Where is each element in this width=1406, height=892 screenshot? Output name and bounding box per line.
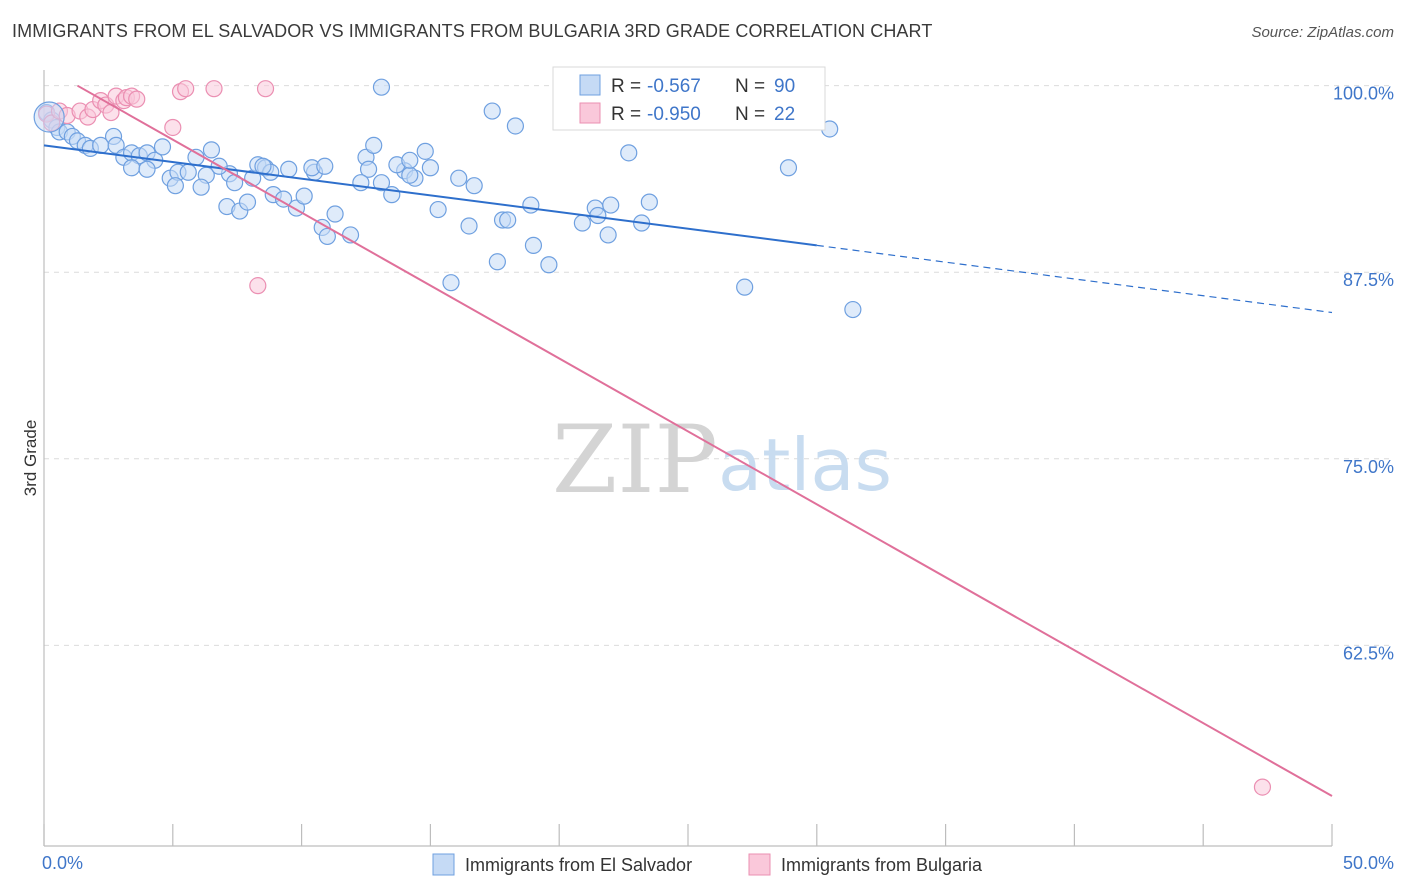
data-point-el-salvador	[238, 193, 257, 211]
stats-n-label-bulgaria: N =	[735, 104, 765, 125]
data-point-el-salvador	[844, 300, 862, 319]
data-point-el-salvador	[483, 102, 501, 120]
data-point-el-salvador	[540, 256, 558, 274]
data-point-el-salvador	[352, 174, 370, 192]
data-point-el-salvador	[602, 196, 620, 214]
trend-line-extension-el-salvador	[816, 244, 1333, 314]
data-point-el-salvador	[318, 227, 336, 246]
stats-r-label-bulgaria: R =	[611, 104, 641, 125]
data-point-el-salvador	[202, 141, 221, 159]
x-tick-label: 50.0%	[1343, 853, 1394, 873]
data-point-el-salvador	[499, 211, 517, 229]
legend-swatch-el-salvador	[432, 853, 455, 876]
data-point-el-salvador	[365, 136, 383, 154]
data-point-el-salvador	[416, 142, 434, 160]
data-point-el-salvador	[506, 117, 525, 135]
data-point-el-salvador	[522, 196, 540, 214]
data-point-el-salvador	[429, 200, 447, 219]
stats-swatch-bulgaria	[579, 102, 601, 124]
data-point-el-salvador	[421, 159, 439, 177]
stats-n-value-el-salvador: 90	[774, 76, 795, 97]
data-point-el-salvador	[179, 163, 197, 181]
data-point-bulgaria	[177, 80, 195, 98]
data-point-bulgaria	[205, 80, 223, 98]
x-tick-labels: 0.0% 50.0%	[42, 853, 1394, 873]
data-point-el-salvador	[254, 157, 272, 175]
data-point-el-salvador	[465, 177, 483, 195]
data-point-el-salvador	[372, 174, 391, 192]
data-point-el-salvador	[779, 159, 798, 177]
data-point-bulgaria	[128, 90, 146, 108]
data-point-el-salvador	[280, 160, 298, 178]
data-point-el-salvador	[488, 253, 506, 271]
stats-r-value-el-salvador: -0.567	[647, 76, 701, 97]
legend-label-bulgaria: Immigrants from Bulgaria	[781, 855, 983, 875]
data-point-el-salvador	[599, 226, 617, 244]
gridlines	[44, 85, 1394, 646]
data-point-el-salvador	[372, 78, 391, 96]
data-point-el-salvador	[442, 274, 460, 292]
data-point-el-salvador	[274, 190, 293, 208]
data-point-el-salvador	[166, 177, 184, 195]
legend-label-el-salvador: Immigrants from El Salvador	[465, 855, 692, 875]
legend: Immigrants from El Salvador Immigrants f…	[432, 853, 983, 876]
data-point-el-salvador	[153, 138, 172, 156]
data-point-el-salvador	[450, 169, 468, 187]
data-point-el-salvador	[192, 178, 210, 196]
stats-box: R = -0.567 N = 90 R = -0.950 N = 22	[552, 66, 826, 131]
x-tick-label: 0.0%	[42, 853, 83, 873]
data-point-cluster-el-salvador	[33, 101, 65, 133]
trend-line-el-salvador	[43, 144, 817, 247]
data-point-el-salvador	[359, 160, 378, 178]
y-tick-labels: 100.0% 87.5% 75.0% 62.5%	[1333, 84, 1394, 664]
series-1-points	[37, 80, 1272, 796]
stats-n-value-bulgaria: 22	[774, 104, 795, 125]
stats-r-label-el-salvador: R =	[611, 76, 641, 97]
data-point-bulgaria	[256, 80, 275, 98]
chart-title: IMMIGRANTS FROM EL SALVADOR VS IMMIGRANT…	[12, 21, 933, 41]
stats-swatch-el-salvador	[579, 74, 601, 96]
data-point-el-salvador	[620, 144, 638, 162]
watermark-zip: ZIP	[552, 406, 718, 515]
data-point-el-salvador	[316, 157, 334, 175]
data-point-el-salvador	[138, 160, 156, 178]
legend-swatch-bulgaria	[748, 853, 771, 876]
data-point-el-salvador	[295, 187, 313, 205]
data-point-el-salvador	[460, 217, 478, 235]
y-tick-label: 100.0%	[1333, 84, 1394, 104]
stats-n-label-el-salvador: N =	[735, 76, 765, 97]
trend-line-bulgaria	[76, 84, 1333, 797]
trend-layer	[43, 84, 1333, 797]
y-tick-label: 75.0%	[1343, 457, 1394, 477]
y-axis-label: 3rd Grade	[21, 420, 40, 497]
data-point-bulgaria	[249, 277, 267, 295]
data-point-el-salvador	[573, 214, 591, 232]
watermark: ZIP atlas	[552, 406, 892, 515]
series-0-points	[37, 78, 862, 319]
points-layer	[33, 78, 1272, 796]
data-point-el-salvador	[122, 159, 141, 177]
chart-source: Source: ZipAtlas.com	[1251, 24, 1394, 41]
watermark-atlas: atlas	[718, 423, 892, 507]
data-point-el-salvador	[736, 278, 754, 296]
data-point-el-salvador	[326, 205, 344, 223]
data-point-bulgaria	[1253, 778, 1272, 796]
data-point-bulgaria	[164, 118, 182, 137]
y-tick-label: 62.5%	[1343, 643, 1394, 663]
stats-r-value-bulgaria: -0.950	[647, 104, 701, 125]
data-point-el-salvador	[401, 166, 419, 184]
data-point-el-salvador	[107, 136, 125, 154]
x-ticks	[43, 824, 1333, 846]
data-point-el-salvador	[401, 151, 419, 169]
y-tick-label: 87.5%	[1343, 270, 1394, 290]
data-point-el-salvador	[524, 236, 543, 254]
data-point-el-salvador	[640, 193, 658, 211]
